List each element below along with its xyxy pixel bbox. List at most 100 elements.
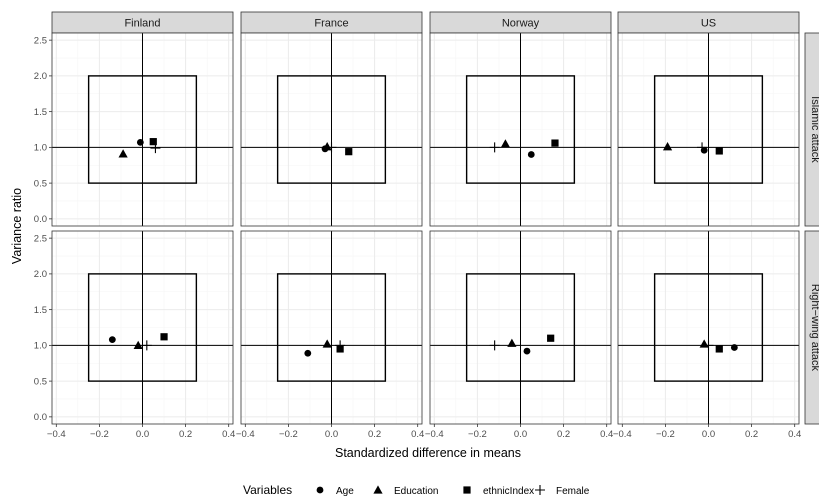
- strip-row-0: Islamic attack: [804, 32, 819, 227]
- point-female: [697, 142, 708, 153]
- strip-col-label: France: [314, 18, 348, 30]
- panel-border: [51, 32, 234, 227]
- x-tick-label: 0.0: [325, 429, 338, 440]
- point-female: [326, 142, 337, 153]
- point-education: [507, 338, 517, 347]
- point-age: [527, 151, 535, 158]
- panel-norway-0: [429, 32, 612, 227]
- point-ethnicindex: [715, 147, 723, 155]
- legend-label: ethnicIndex: [483, 486, 534, 497]
- legend-label: Education: [394, 486, 438, 497]
- panel-finland-1: [51, 230, 234, 425]
- y-tick-label: 1.0: [34, 143, 47, 154]
- x-tick-label: 0.0: [514, 429, 527, 440]
- y-tick-label: 1.5: [34, 107, 47, 118]
- point-education: [133, 340, 143, 350]
- legend-key-square: [463, 486, 471, 494]
- legend-item-female: Female: [535, 485, 590, 497]
- point-ethnicindex: [345, 148, 353, 156]
- legend-item-ethnicindex: ethnicIndex: [463, 486, 534, 497]
- panel-border: [429, 32, 612, 227]
- point-education: [322, 339, 332, 348]
- strip-row-bg: [804, 32, 819, 227]
- x-tick-label: −0.4: [236, 429, 255, 440]
- point-ethnicindex: [551, 139, 559, 147]
- point-female: [150, 143, 161, 154]
- point-age: [523, 347, 531, 355]
- x-tick-label: 0.0: [136, 429, 149, 440]
- y-tick-label: 0.0: [34, 412, 47, 423]
- panel-norway-1: [429, 230, 612, 425]
- x-tick-label: 0.4: [788, 429, 801, 440]
- point-education: [662, 142, 673, 151]
- strip-col-us: US: [617, 11, 800, 34]
- panel-us-0: [617, 32, 800, 227]
- y-tick-label: 0.0: [34, 214, 47, 225]
- x-tick-label: −0.4: [425, 429, 444, 440]
- panel-us-1: [617, 230, 800, 425]
- y-tick-label: 2.0: [34, 269, 47, 280]
- legend-title: Variables: [243, 483, 292, 497]
- legend-label: Female: [556, 486, 590, 497]
- legend-item-age: Age: [316, 486, 354, 497]
- x-tick-label: −0.2: [279, 429, 298, 440]
- legend-key-circle: [316, 486, 324, 494]
- point-ethnicindex: [547, 334, 555, 342]
- strip-col-finland: Finland: [51, 11, 234, 34]
- x-tick-label: −0.2: [656, 429, 675, 440]
- x-tick-label: −0.2: [468, 429, 487, 440]
- x-axis-title: Standardized difference in means: [335, 446, 521, 460]
- point-female: [335, 340, 346, 351]
- x-tick-label: −0.2: [90, 429, 109, 440]
- point-ethnicindex: [149, 138, 157, 146]
- strip-row-bg: [804, 230, 819, 425]
- strip-row-label: Islamic attack: [809, 96, 819, 163]
- strip-col-label: Finland: [124, 18, 160, 30]
- panel-border: [617, 32, 800, 227]
- strip-row-1: Right−wing attack: [804, 230, 819, 425]
- legend-entries: Age Education ethnicIndex Female: [316, 485, 590, 497]
- strip-col-label: Norway: [502, 18, 540, 30]
- strip-row-label: Right−wing attack: [809, 284, 819, 372]
- panel-france-0: [240, 32, 423, 227]
- legend: Variables Age Education ethnicIndex Female: [243, 483, 590, 497]
- y-tick-label: 2.0: [34, 71, 47, 82]
- legend-label: Age: [336, 486, 354, 497]
- point-age: [730, 344, 738, 351]
- y-tick-label: 1.0: [34, 341, 47, 352]
- point-age: [108, 336, 116, 344]
- x-tick-label: 0.2: [557, 429, 570, 440]
- point-ethnicindex: [160, 333, 168, 341]
- y-axis-title: Variance ratio: [10, 188, 24, 264]
- strip-col-norway: Norway: [429, 11, 612, 34]
- point-education: [118, 149, 128, 158]
- point-education: [322, 142, 332, 151]
- strip-col-label: US: [701, 18, 716, 30]
- point-age: [304, 349, 312, 357]
- x-tick-label: −0.4: [47, 429, 66, 440]
- point-age: [136, 138, 144, 146]
- point-female: [489, 340, 500, 351]
- panels-layer: Finland France Norway US Islamic attack Right…: [51, 11, 819, 425]
- x-tick-label: 0.4: [600, 429, 613, 440]
- x-tick-label: 0.4: [411, 429, 424, 440]
- panel-border: [240, 32, 423, 227]
- x-tick-label: 0.2: [368, 429, 381, 440]
- panel-finland-0: [51, 32, 234, 227]
- x-tick-label: 0.4: [222, 429, 235, 440]
- point-female: [703, 340, 714, 351]
- y-tick-label: 1.5: [34, 305, 47, 316]
- y-tick-label: 0.5: [34, 178, 47, 189]
- y-tick-label: 0.5: [34, 376, 47, 387]
- point-education: [500, 139, 511, 148]
- strip-col-france: France: [240, 11, 423, 34]
- y-tick-label: 2.5: [34, 233, 47, 244]
- point-female: [141, 340, 152, 351]
- x-tick-label: 0.2: [745, 429, 758, 440]
- x-tick-label: 0.0: [702, 429, 715, 440]
- panel-france-1: [240, 230, 423, 425]
- legend-item-education: Education: [373, 485, 438, 497]
- legend-key-plus: [535, 485, 545, 495]
- point-ethnicindex: [715, 345, 723, 353]
